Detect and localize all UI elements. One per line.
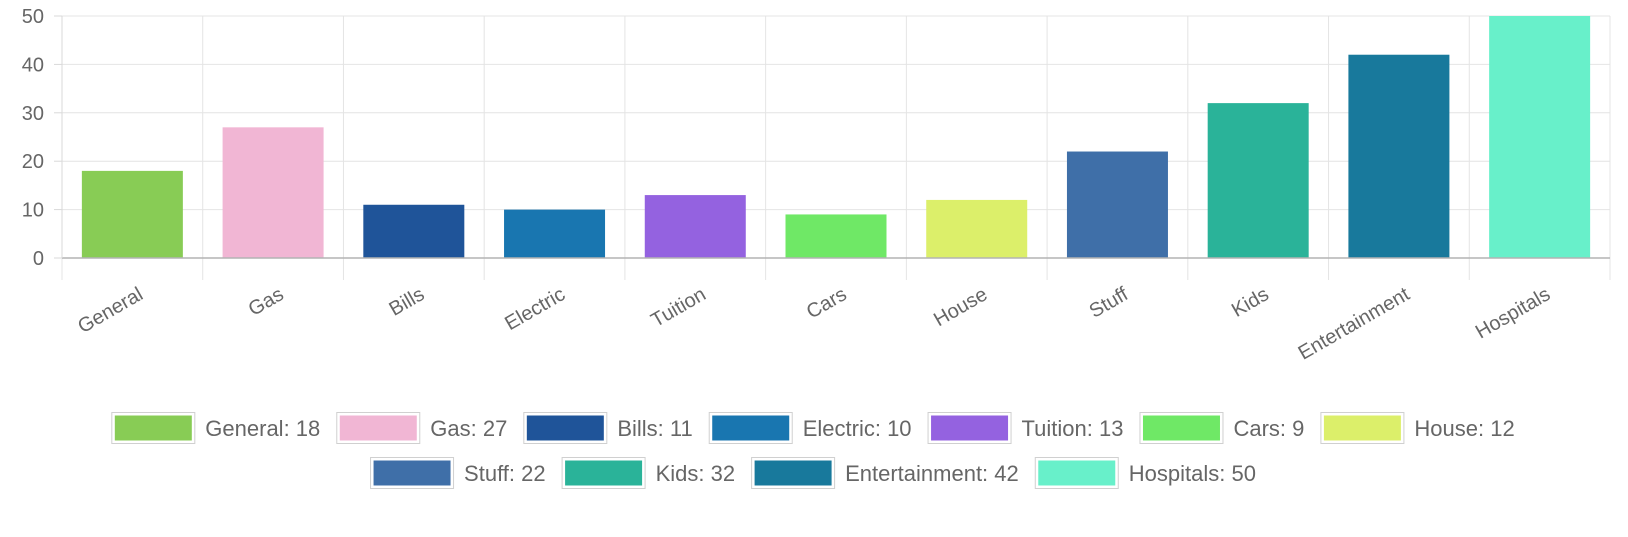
- y-tick-label: 10: [22, 200, 44, 222]
- bar-house: [926, 199, 1028, 258]
- legend-swatch: [1139, 412, 1223, 444]
- legend-label: Stuff: 22: [464, 461, 546, 486]
- legend-swatch-border: [561, 457, 646, 489]
- y-tick-label: 50: [22, 6, 44, 28]
- x-axis-tick-labels: General Gas Bills Electric Tuition Cars House S…: [74, 283, 1554, 365]
- bar-tuition: [644, 195, 746, 258]
- legend-swatch: [928, 412, 1012, 444]
- y-tick-label: 0: [33, 248, 44, 270]
- legend-swatch-border: [708, 412, 793, 444]
- legend-swatch-border: [336, 412, 421, 444]
- y-axis-tick-labels: 0 10 20 30 40 50: [22, 6, 44, 270]
- bar-entertainment: [1348, 54, 1450, 258]
- legend-label: House: 12: [1414, 416, 1514, 441]
- legend-swatch: [111, 412, 195, 444]
- legend-label: Bills: 11: [617, 416, 692, 441]
- x-tick-label: General: [74, 283, 147, 338]
- bar-gas: [222, 127, 324, 258]
- legend-swatch-border: [370, 457, 455, 489]
- y-tick-label: 30: [22, 103, 44, 125]
- x-tick-label: Gas: [245, 283, 288, 320]
- legend-label: Gas: 27: [430, 416, 507, 441]
- bars-layer: [81, 16, 1591, 259]
- legend-label: Cars: 9: [1233, 416, 1304, 441]
- legend-label: Hospitals: 50: [1129, 461, 1256, 486]
- legend-label: General: 18: [205, 416, 320, 441]
- legend-label: Kids: 32: [656, 461, 736, 486]
- bar-general: [81, 170, 183, 258]
- legend-swatch: [370, 457, 454, 489]
- legend-swatch: [751, 457, 835, 489]
- bar-bills: [363, 204, 465, 258]
- legend-swatch: [709, 412, 793, 444]
- legend-swatch: [336, 412, 420, 444]
- x-tick-label: Electric: [501, 283, 569, 335]
- x-tick-label: Tuition: [647, 283, 709, 332]
- x-tick-label: Bills: [386, 283, 429, 320]
- legend-swatch-border: [111, 412, 196, 444]
- bar-cars: [785, 214, 887, 258]
- x-tick-label: House: [930, 283, 991, 331]
- legend-swatch: [523, 412, 607, 444]
- legend-label: Tuition: 13: [1022, 416, 1124, 441]
- bar-kids: [1207, 103, 1309, 259]
- x-tick-label: Hospitals: [1472, 283, 1554, 343]
- legend-swatch: [1035, 457, 1119, 489]
- x-tick-label: Kids: [1228, 283, 1273, 322]
- legend-label: Electric: 10: [803, 416, 912, 441]
- legend-swatch-border: [1139, 412, 1224, 444]
- legend-swatch-border: [1034, 457, 1119, 489]
- x-tick-label: Entertainment: [1295, 283, 1414, 365]
- bar-electric: [504, 209, 606, 258]
- axes-layer: [61, 16, 1610, 259]
- bar-hospitals: [1489, 16, 1591, 258]
- legend-label: Entertainment: 42: [845, 461, 1019, 486]
- x-tick-label: Stuff: [1086, 283, 1133, 323]
- legend: General: 18 Gas: 27 Bills: 11 Electric: 10 T…: [111, 412, 1515, 489]
- legend-swatch-border: [927, 412, 1012, 444]
- x-tick-label: Cars: [803, 283, 851, 323]
- legend-swatch: [1320, 412, 1404, 444]
- bar-stuff: [1066, 151, 1168, 258]
- legend-swatch-border: [751, 457, 836, 489]
- y-tick-label: 20: [22, 151, 44, 173]
- legend-swatch-border: [1320, 412, 1405, 444]
- legend-swatch-border: [523, 412, 608, 444]
- y-tick-label: 40: [22, 54, 44, 76]
- legend-swatch: [562, 457, 646, 489]
